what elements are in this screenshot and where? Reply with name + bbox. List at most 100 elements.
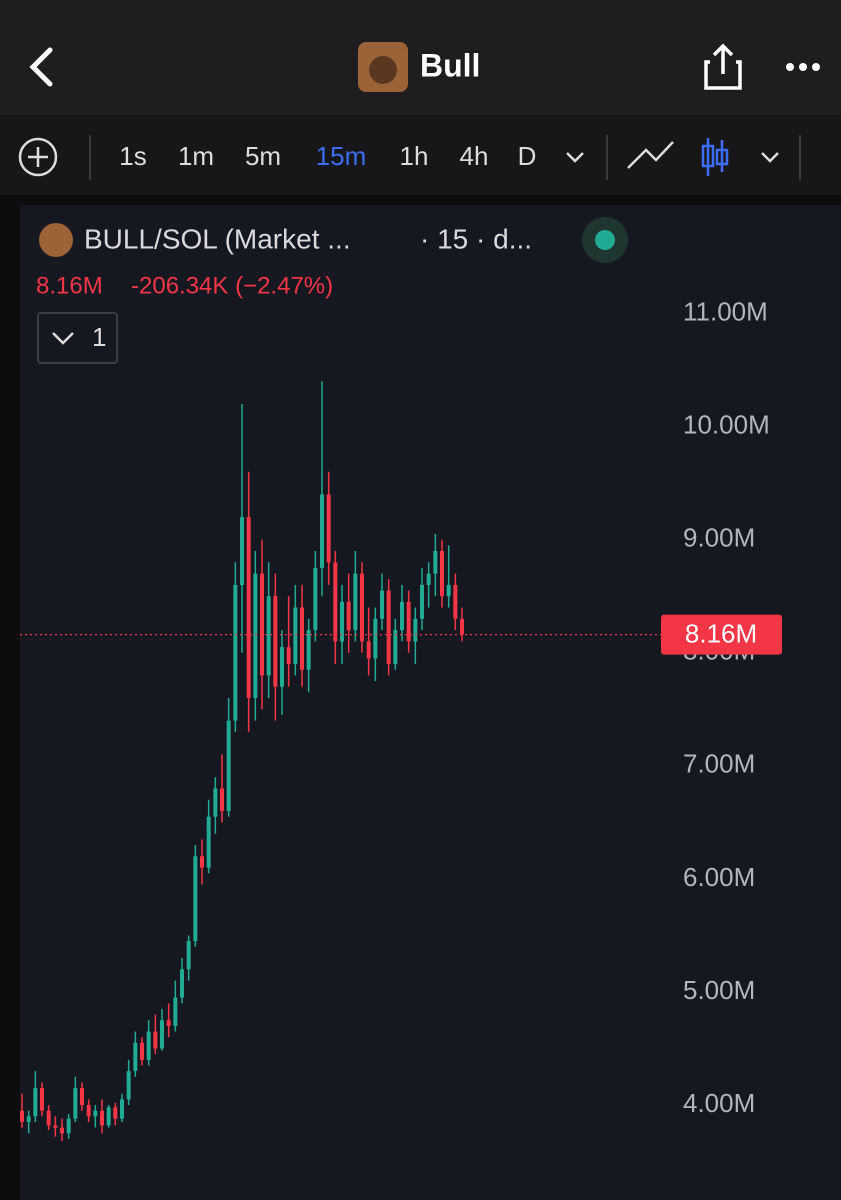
candle-body (406, 601, 411, 642)
candle-body (80, 1088, 84, 1106)
interval-dropdown[interactable] (566, 152, 584, 163)
candle-body (220, 788, 224, 812)
candle-body (373, 618, 378, 659)
add-indicator-button[interactable] (18, 137, 58, 177)
candle-body (60, 1127, 64, 1134)
candle-body (460, 618, 464, 635)
back-button[interactable] (29, 47, 53, 87)
candle-body (33, 1088, 38, 1117)
candle-body (313, 567, 318, 631)
candle-body (326, 494, 331, 563)
candle-body (353, 573, 358, 631)
candle-body (426, 573, 431, 585)
interval-button[interactable]: 4h (460, 141, 489, 171)
page-title: Bull (420, 47, 480, 83)
candle-body (300, 607, 304, 670)
candle-body (340, 601, 344, 642)
interval-button[interactable]: 1s (119, 141, 146, 171)
candle-body (286, 647, 291, 665)
y-tick-label: 10.00M (683, 409, 770, 439)
interval-button[interactable]: 5m (245, 141, 281, 171)
last-price-label: 8.16M (685, 619, 757, 649)
y-tick-label: 5.00M (683, 975, 755, 1005)
share-button[interactable] (704, 43, 742, 90)
candle-body (160, 1020, 164, 1049)
candle-body (140, 1042, 144, 1060)
candle-body (400, 601, 404, 631)
candle-body (180, 969, 184, 998)
candle-body (240, 517, 244, 585)
candle-body (173, 997, 178, 1026)
candle-body (93, 1110, 98, 1117)
candle-body (366, 641, 371, 659)
candle-body (73, 1088, 78, 1119)
candle-body (66, 1118, 71, 1134)
candle-chart-button[interactable] (701, 138, 729, 176)
candle-body (113, 1107, 118, 1119)
legend-change: -206.34K (−2.47%) (131, 272, 333, 299)
candle-body (420, 584, 424, 619)
candle-body (273, 596, 278, 687)
candle-body (246, 517, 251, 698)
candle-body (206, 816, 211, 868)
candle-body (26, 1116, 31, 1122)
y-tick-label: 7.00M (683, 749, 755, 779)
candle-body (446, 584, 451, 597)
collapse-count: 1 (92, 322, 106, 352)
candle-body (306, 630, 311, 670)
more-button[interactable] (786, 63, 820, 71)
line-chart-button[interactable] (627, 141, 674, 169)
y-tick-label: 6.00M (683, 862, 755, 892)
candle-body (440, 550, 444, 597)
candle-body (86, 1105, 91, 1117)
candle-body (100, 1110, 104, 1126)
toolbar (0, 115, 841, 195)
interval-button[interactable]: 1h (400, 141, 429, 171)
y-tick-label: 11.00M (683, 296, 768, 326)
candle-body (146, 1031, 151, 1060)
candle-body (293, 607, 298, 665)
candle-body (40, 1088, 44, 1111)
candle-body (320, 494, 324, 568)
candle-body (200, 856, 204, 868)
candle-body (226, 720, 231, 812)
candle-body (260, 573, 264, 676)
y-tick-label: 9.00M (683, 523, 755, 553)
token-icon-face (369, 56, 397, 84)
legend-details: · 15 · d... (420, 223, 532, 254)
candle-body (193, 856, 198, 942)
candle-body (153, 1031, 158, 1049)
last-price-tag (661, 614, 782, 655)
candle-body (133, 1042, 138, 1072)
candle-body (253, 573, 258, 698)
chart-type-dropdown[interactable] (761, 152, 779, 163)
interval-button[interactable]: 15m (316, 141, 367, 171)
candle-body (213, 788, 218, 817)
candle-body (453, 584, 458, 619)
candle-body (126, 1071, 131, 1100)
candle-body (433, 550, 438, 574)
candle-body (360, 573, 364, 642)
legend-token-icon (39, 223, 73, 257)
interval-button[interactable]: 1m (178, 141, 214, 171)
candle-body (346, 601, 351, 631)
interval-button[interactable]: D (518, 141, 537, 171)
legend-last-price: 8.16M (36, 272, 103, 299)
status-indicator (595, 230, 615, 250)
y-tick-label: 4.00M (683, 1088, 755, 1118)
candle-body (266, 596, 271, 676)
collapse-button[interactable] (37, 312, 118, 364)
collapse-icon (52, 332, 74, 345)
add-icon (28, 147, 48, 167)
candle-body (413, 618, 418, 642)
candle-body (233, 584, 238, 721)
candle-body (106, 1107, 111, 1126)
candle-body (333, 562, 338, 642)
candle-body (120, 1099, 124, 1119)
candle-body (393, 630, 398, 665)
candle-body (20, 1110, 24, 1122)
candle-body (380, 590, 384, 619)
candle-body (166, 1020, 171, 1026)
